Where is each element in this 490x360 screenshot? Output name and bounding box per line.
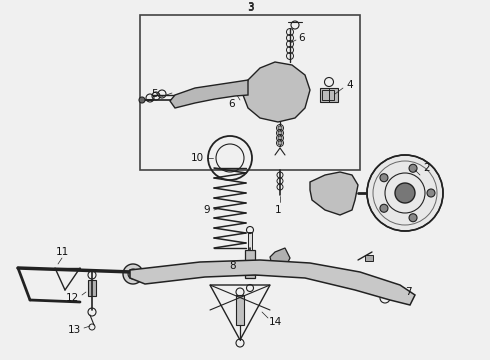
Circle shape [409, 214, 417, 222]
Circle shape [380, 174, 388, 182]
Bar [140, 15, 360, 170]
Text: 6: 6 [299, 33, 305, 43]
Polygon shape [270, 248, 290, 268]
Text: 2: 2 [424, 163, 430, 173]
Text: 1: 1 [275, 205, 281, 215]
Circle shape [395, 183, 415, 203]
Polygon shape [170, 80, 248, 108]
Circle shape [123, 264, 143, 284]
Text: 8: 8 [230, 261, 236, 271]
Bar [365, 255, 373, 261]
Text: 6: 6 [229, 99, 235, 109]
Bar [248, 232, 252, 250]
Text: 11: 11 [55, 247, 69, 257]
Text: 9: 9 [204, 205, 210, 215]
Circle shape [427, 189, 435, 197]
Circle shape [367, 155, 443, 231]
Text: 4: 4 [347, 80, 353, 90]
Circle shape [278, 136, 282, 140]
Circle shape [278, 131, 282, 135]
Circle shape [380, 204, 388, 212]
Circle shape [139, 97, 145, 103]
Text: 7: 7 [405, 287, 411, 297]
Circle shape [278, 141, 282, 145]
Bar [245, 250, 255, 278]
Text: 5: 5 [151, 89, 157, 99]
Circle shape [278, 126, 282, 130]
Text: 14: 14 [269, 317, 282, 327]
Text: 10: 10 [191, 153, 203, 163]
Text: 3: 3 [246, 2, 253, 12]
Text: 13: 13 [68, 325, 81, 335]
Bar [322, 90, 334, 100]
Text: 12: 12 [65, 293, 78, 303]
Bar [236, 295, 244, 325]
Polygon shape [310, 172, 358, 215]
Bar [320, 88, 338, 102]
Circle shape [409, 164, 417, 172]
Text: 3: 3 [246, 3, 253, 13]
Circle shape [128, 269, 138, 279]
Polygon shape [130, 260, 415, 305]
Polygon shape [243, 62, 310, 122]
Bar [88, 280, 96, 296]
